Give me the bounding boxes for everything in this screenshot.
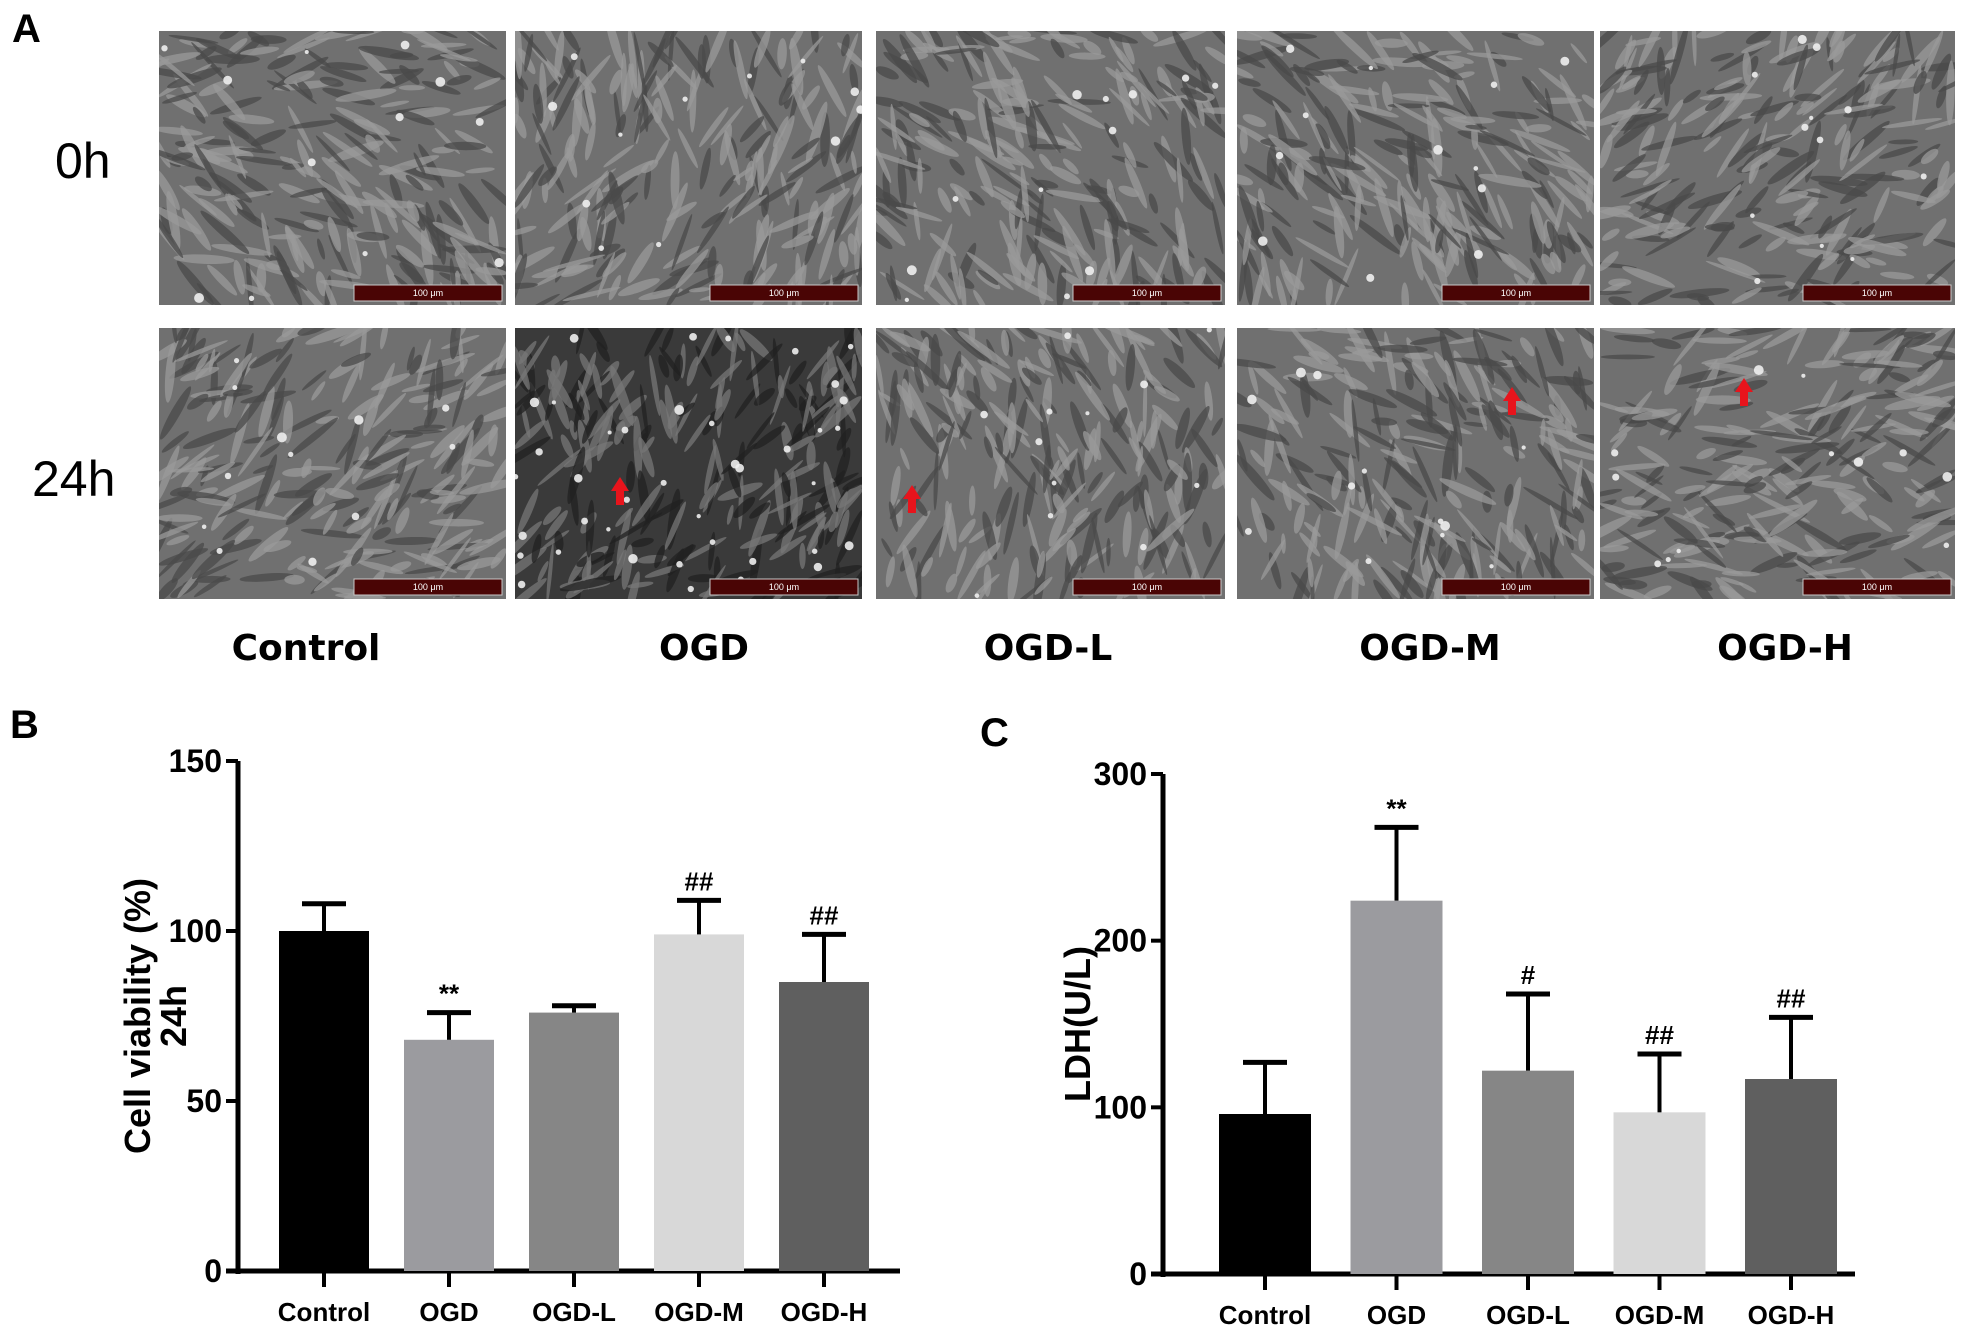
- red-arrow-icon: [903, 485, 921, 513]
- row-label-24h: 24h: [32, 451, 115, 507]
- micrograph-0h-ogd-l: 100 μm: [876, 31, 1225, 305]
- bar-ogd-l: [1482, 1070, 1574, 1274]
- significance-label: ##: [685, 866, 714, 896]
- scale-bar-label: 100 μm: [413, 582, 443, 592]
- significance-label: **: [1386, 793, 1407, 823]
- micrograph-0h-control: 100 μm: [159, 31, 506, 305]
- scale-bar-label: 100 μm: [1132, 288, 1162, 298]
- scale-bar: 100 μm: [353, 578, 503, 596]
- bar-ogd-m: [654, 934, 744, 1271]
- red-arrow-icon: [1503, 387, 1521, 415]
- scale-bar-label: 100 μm: [1862, 288, 1892, 298]
- scale-bar: 100 μm: [353, 284, 503, 302]
- column-label-ogd: OGD: [659, 628, 749, 669]
- y-tick-label: 0: [204, 1253, 222, 1289]
- column-label-ogd-l: OGD-L: [984, 628, 1113, 669]
- bar-ogd: [1350, 900, 1443, 1274]
- micrograph-24h-ogd: 100 μm: [515, 328, 862, 599]
- micrograph-0h-ogd-h: 100 μm: [1600, 31, 1955, 305]
- scale-bar: 100 μm: [1441, 578, 1591, 596]
- panel-a-letter: A: [12, 7, 41, 51]
- scale-bar: 100 μm: [1802, 578, 1952, 596]
- red-arrow-icon: [611, 477, 629, 505]
- scale-bar-label: 100 μm: [1501, 288, 1531, 298]
- y-tick-label: 300: [1094, 756, 1147, 792]
- column-label-ogd-m: OGD-M: [1359, 628, 1500, 669]
- scale-bar: 100 μm: [1072, 578, 1222, 596]
- scale-bar-label: 100 μm: [1501, 582, 1531, 592]
- y-axis-label: Cell viability (%): [117, 878, 158, 1154]
- row-label-0h: 0h: [55, 133, 111, 189]
- micrograph-24h-ogd-h: 100 μm: [1600, 328, 1955, 599]
- x-tick-label: Control: [1219, 1300, 1311, 1330]
- ldh-chart: 0 100 200 300 Control ** OGD # OGD-L ## OGD-M ## OGD…: [1057, 756, 1855, 1330]
- y-tick-label: 100: [1094, 1089, 1147, 1125]
- scale-bar-label: 100 μm: [769, 582, 799, 592]
- panel-c-letter: C: [980, 711, 1009, 755]
- x-tick-label: OGD-L: [1486, 1300, 1570, 1330]
- significance-label: ##: [810, 900, 839, 930]
- x-tick-label: OGD-M: [654, 1297, 744, 1327]
- x-tick-label: OGD-H: [1748, 1300, 1835, 1330]
- bar-ogd-m: [1613, 1112, 1706, 1274]
- significance-label: #: [1521, 960, 1536, 990]
- y-axis-label: LDH(U/L): [1057, 946, 1098, 1102]
- significance-label: **: [439, 979, 460, 1009]
- x-tick-label: OGD: [419, 1297, 478, 1327]
- scale-bar: 100 μm: [1072, 284, 1222, 302]
- y-tick-label: 0: [1129, 1256, 1147, 1292]
- micrograph-24h-ogd-l: 100 μm: [876, 328, 1225, 599]
- significance-label: ##: [1645, 1020, 1674, 1050]
- micrograph-column-labels: Control OGD OGD-L OGD-M OGD-H: [232, 628, 1853, 669]
- x-tick-label: OGD-M: [1615, 1300, 1705, 1330]
- y-tick-label: 100: [169, 913, 222, 949]
- micrograph-0h-ogd-m: 100 μm: [1237, 31, 1594, 305]
- micrograph-24h-control: 100 μm: [159, 328, 506, 599]
- x-tick-label: OGD-H: [781, 1297, 868, 1327]
- micrograph-grid: 100 μm 100 μm 100 μm 100 μm 100 μm 100 μm 100 …: [159, 31, 1955, 599]
- scale-bar: 100 μm: [709, 578, 859, 596]
- scale-bar: 100 μm: [1441, 284, 1591, 302]
- y-tick-label: 200: [1094, 923, 1147, 959]
- y-tick-label: 50: [186, 1083, 222, 1119]
- scale-bar-label: 100 μm: [413, 288, 443, 298]
- bar-ogd-h: [1745, 1079, 1837, 1274]
- bar-control: [279, 931, 369, 1271]
- y-tick-label: 150: [169, 743, 222, 779]
- panel-b-letter: B: [10, 703, 39, 747]
- column-label-ogd-h: OGD-H: [1717, 628, 1853, 669]
- bar-ogd-l: [529, 1012, 619, 1271]
- cell-viability-chart: 0 50 100 150 Control ** OGD OGD-L ## OGD-M ## OGD-H…: [117, 743, 900, 1327]
- x-tick-label: OGD-L: [532, 1297, 616, 1327]
- micrograph-0h-ogd: 100 μm: [515, 31, 862, 305]
- x-tick-label: OGD: [1367, 1300, 1426, 1330]
- x-tick-label: Control: [278, 1297, 370, 1327]
- column-label-control: Control: [232, 628, 381, 669]
- micrograph-24h-ogd-m: 100 μm: [1237, 328, 1594, 599]
- significance-label: ##: [1777, 983, 1806, 1013]
- bar-ogd: [404, 1039, 494, 1271]
- y-axis-label-line2: 24h: [153, 985, 194, 1047]
- scale-bar-label: 100 μm: [1132, 582, 1162, 592]
- scale-bar: 100 μm: [1802, 284, 1952, 302]
- scale-bar-label: 100 μm: [1862, 582, 1892, 592]
- red-arrow-icon: [1735, 378, 1753, 406]
- scale-bar-label: 100 μm: [769, 288, 799, 298]
- scale-bar: 100 μm: [709, 284, 859, 302]
- bar-control: [1219, 1114, 1311, 1274]
- bar-ogd-h: [779, 982, 869, 1271]
